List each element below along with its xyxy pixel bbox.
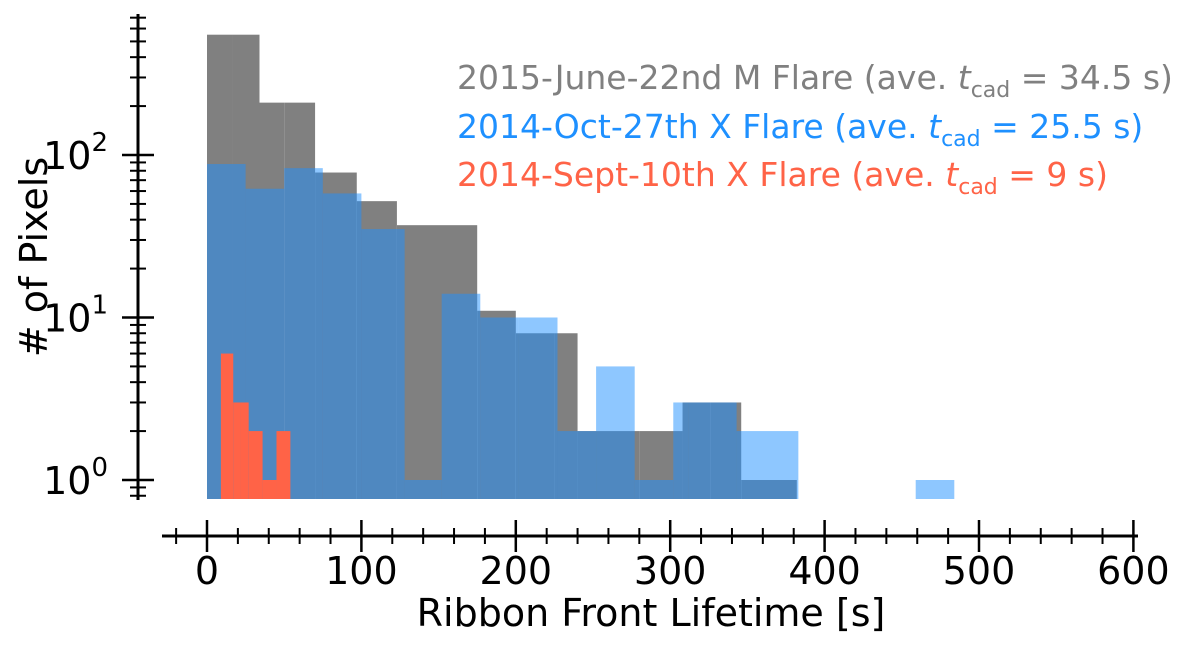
bar-2-10 <box>557 431 597 499</box>
legend-equals: = <box>981 107 1030 146</box>
bar-2-7 <box>441 293 481 499</box>
legend-entry-3: 2014-Sept-10th X Flare (ave. tcad = 9 s) <box>457 155 1108 200</box>
legend-value: 9 s) <box>1046 155 1108 194</box>
legend-subscript: cad <box>941 127 981 152</box>
legend-series-name: 2014-Oct-27th X Flare (ave. <box>457 107 928 146</box>
legend-series-name: 2014-Sept-10th X Flare (ave. <box>457 155 945 194</box>
bar-2-9 <box>518 317 558 499</box>
y-tick-exponent: 0 <box>91 453 108 483</box>
bar-3-5 <box>262 480 277 499</box>
x-tick-label: 300 <box>634 549 707 593</box>
bar-2-16 <box>915 480 955 499</box>
y-tick-exponent: 1 <box>91 291 108 321</box>
x-tick-label: 600 <box>1097 549 1170 593</box>
bar-2-4 <box>322 193 362 499</box>
x-tick-label: 0 <box>195 549 219 593</box>
x-tick-label: 100 <box>325 549 398 593</box>
x-tick-label: 500 <box>943 549 1016 593</box>
bar-2-8 <box>480 317 519 499</box>
series-3 <box>220 353 291 499</box>
legend-value: 25.5 s) <box>1029 107 1143 146</box>
x-tick-label: 400 <box>788 549 861 593</box>
legend-subscript: cad <box>958 175 998 200</box>
x-axis-label: Ribbon Front Lifetime [s] <box>417 591 886 635</box>
bar-2-3 <box>284 168 323 499</box>
y-tick-exponent: 2 <box>91 128 108 158</box>
legend-t-symbol: t <box>945 155 959 194</box>
y-tick-label: 100 <box>43 453 108 503</box>
bar-3-6 <box>276 431 291 499</box>
bar-2-5 <box>361 229 405 499</box>
legend-t-symbol: t <box>958 58 972 97</box>
legend-t-symbol: t <box>928 107 942 146</box>
legend-series-name: 2015-June-22nd M Flare (ave. <box>457 58 958 97</box>
y-axis-label: # of Pixels <box>12 157 56 357</box>
plot-area <box>207 34 955 500</box>
bar-3-4 <box>248 431 263 499</box>
bar-2-13 <box>673 402 689 499</box>
bar-2-11 <box>596 366 635 499</box>
bar-3-2 <box>233 402 241 499</box>
bar-2-14 <box>688 402 737 499</box>
legend-subscript: cad <box>971 78 1011 103</box>
bar-3-1 <box>220 353 234 499</box>
bar-2-12 <box>634 480 674 499</box>
bar-3-3 <box>240 402 249 499</box>
legend-equals: = <box>1010 58 1059 97</box>
x-tick-label: 200 <box>480 549 553 593</box>
legend-entry-2: 2014-Oct-27th X Flare (ave. tcad = 25.5 … <box>457 107 1143 152</box>
legend-value: 34.5 s) <box>1059 58 1173 97</box>
series-2 <box>207 164 955 500</box>
legend-equals: = <box>998 155 1047 194</box>
bar-2-15 <box>736 431 799 499</box>
bar-2-6 <box>404 480 442 499</box>
legend: 2015-June-22nd M Flare (ave. tcad = 34.5… <box>457 58 1173 200</box>
legend-entry-1: 2015-June-22nd M Flare (ave. tcad = 34.5… <box>457 58 1173 103</box>
